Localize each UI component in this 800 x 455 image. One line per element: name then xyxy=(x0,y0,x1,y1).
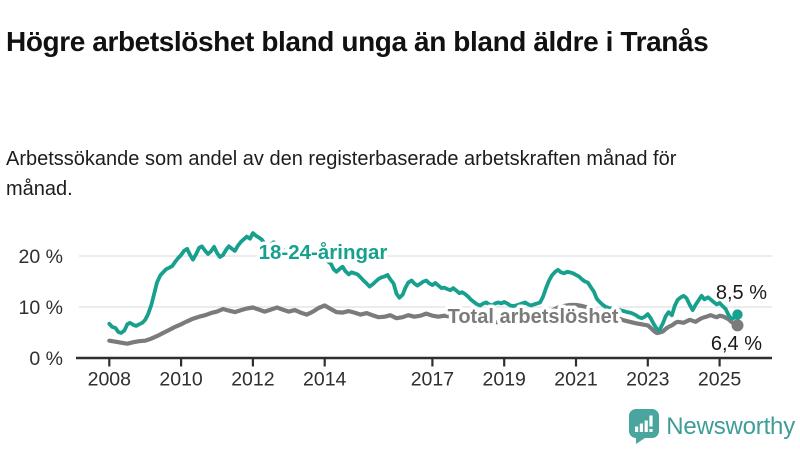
x-axis-label-2012: 2012 xyxy=(231,369,274,391)
newsworthy-logo: Newsworthy xyxy=(628,409,795,444)
x-axis-label-2008: 2008 xyxy=(88,369,131,391)
youth-end-dot xyxy=(732,309,743,320)
x-axis-label-2017: 2017 xyxy=(411,369,454,391)
y-axis-label-10: 10 % xyxy=(19,297,63,319)
x-axis-label-2025: 2025 xyxy=(698,369,742,391)
chart-subtitle: Arbetssökande som andel av den registerb… xyxy=(6,148,677,200)
total-end-dot xyxy=(731,319,744,332)
x-axis-label-2014: 2014 xyxy=(303,369,347,391)
total-series-label: Total arbetslöshet xyxy=(448,306,619,328)
y-axis-label-0: 0 % xyxy=(29,348,63,370)
total-series-line xyxy=(107,302,740,346)
youth-end-value: 8,5 % xyxy=(716,282,767,304)
youth-series-line xyxy=(107,231,740,335)
newsworthy-brand-text: Newsworthy xyxy=(666,412,795,440)
x-axis-label-2023: 2023 xyxy=(626,369,669,391)
y-axis-label-20: 20 % xyxy=(19,246,63,268)
x-axis-label-2019: 2019 xyxy=(483,369,526,391)
page-title: Högre arbetslöshet bland unga än bland ä… xyxy=(6,25,709,57)
total-end-value: 6,4 % xyxy=(711,333,762,355)
x-axis-label-2010: 2010 xyxy=(159,369,203,391)
x-axis-label-2021: 2021 xyxy=(554,369,597,391)
bar-chart-speech-bubble-icon xyxy=(628,409,660,444)
youth-series-label: 18-24-åringar xyxy=(259,241,388,264)
